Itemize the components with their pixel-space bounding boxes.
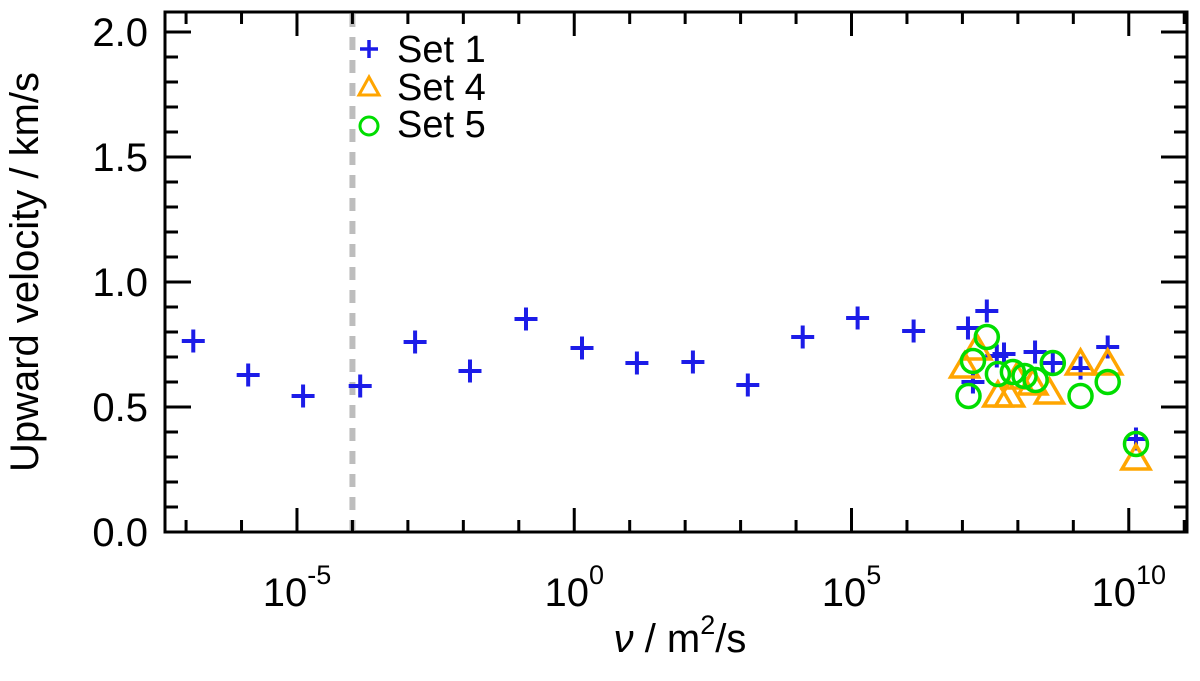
y-tick-label: 0.0 xyxy=(92,511,148,555)
axis-ticks xyxy=(165,12,1187,532)
legend-set1-label: Set 1 xyxy=(397,29,486,71)
set1-plus-marker xyxy=(1041,351,1065,375)
plot-frame xyxy=(163,10,1189,534)
x-tick-labels: 10-5 100 105 1010 xyxy=(263,560,1166,615)
set5-circle-marker-icon xyxy=(358,115,380,137)
y-tick-label: 1.0 xyxy=(92,261,148,305)
set4-triangle-marker xyxy=(947,349,982,379)
set1-plus-marker xyxy=(992,342,1016,366)
legend-set4-label: Set 4 xyxy=(397,67,486,109)
set5-circle-marker xyxy=(1011,362,1038,390)
set4-triangle-marker xyxy=(1063,346,1098,376)
set1-plus-marker xyxy=(348,374,372,398)
set5-circle-marker xyxy=(999,358,1027,386)
set1-plus-marker xyxy=(975,299,999,323)
set4-triangle-marker-icon xyxy=(356,73,382,97)
set5-circle-marker xyxy=(984,360,1012,388)
set1-plus-marker-icon xyxy=(360,40,378,58)
set5-circle-marker xyxy=(1094,368,1121,396)
x-axis-label-mid: / m xyxy=(634,617,701,661)
y-tick-labels: 0.0 0.5 1.0 1.5 2.0 xyxy=(92,11,148,555)
set5-circle-marker xyxy=(959,347,987,375)
set1-plus-marker xyxy=(403,330,427,354)
set5-circle-marker xyxy=(973,323,1001,351)
x-axis-label: ν / m2/s xyxy=(614,610,747,661)
set5-circle-marker xyxy=(1122,430,1150,458)
set1-plus-marker xyxy=(570,336,594,360)
set5-circle-marker xyxy=(1067,382,1094,410)
set1-plus-marker xyxy=(1023,340,1047,364)
set5-circle-marker xyxy=(1039,349,1067,377)
set1-plus-marker xyxy=(791,325,815,349)
set1-plus-marker xyxy=(291,384,315,408)
set5-circle-marker xyxy=(1022,366,1049,394)
y-tick-label: 0.5 xyxy=(92,386,148,430)
data-points xyxy=(181,299,1154,471)
legend: Set 1 Set 4 Set 5 xyxy=(356,29,486,146)
legend-set5-label: Set 5 xyxy=(397,104,486,146)
set1-plus-marker xyxy=(236,363,260,387)
y-axis-label: Upward velocity / km/s xyxy=(3,72,47,472)
x-tick-label: 1010 xyxy=(1092,560,1167,615)
set4-triangle-marker xyxy=(992,378,1027,408)
y-tick-label: 2.0 xyxy=(92,11,148,55)
set1-plus-marker xyxy=(846,306,870,330)
set1-plus-marker xyxy=(458,359,482,383)
set1-plus-marker xyxy=(956,316,980,340)
x-tick-label: 105 xyxy=(822,560,882,615)
x-tick-label: 100 xyxy=(544,560,604,615)
set1-plus-marker xyxy=(902,319,926,343)
set1-plus-marker xyxy=(961,370,985,394)
y-tick-label: 1.5 xyxy=(92,136,148,180)
set1-plus-marker xyxy=(736,373,760,397)
set1-plus-marker xyxy=(181,329,205,353)
x-axis-label-nu: ν xyxy=(614,617,634,661)
set4-triangle-marker xyxy=(1090,346,1125,376)
x-axis-label-sup: 2 xyxy=(700,610,715,640)
x-axis-label-end: /s xyxy=(715,617,746,661)
set1-plus-marker xyxy=(625,351,649,375)
legend-item-set1: Set 1 xyxy=(360,29,486,71)
legend-item-set4: Set 4 xyxy=(356,67,486,109)
x-tick-label: 10-5 xyxy=(263,560,332,615)
legend-item-set5: Set 5 xyxy=(358,104,486,146)
set1-plus-marker xyxy=(514,307,538,331)
set1-plus-marker xyxy=(1069,356,1093,380)
set4-triangle-marker xyxy=(1118,441,1154,471)
set1-plus-marker xyxy=(681,350,705,374)
set5-circle-marker xyxy=(955,382,982,410)
